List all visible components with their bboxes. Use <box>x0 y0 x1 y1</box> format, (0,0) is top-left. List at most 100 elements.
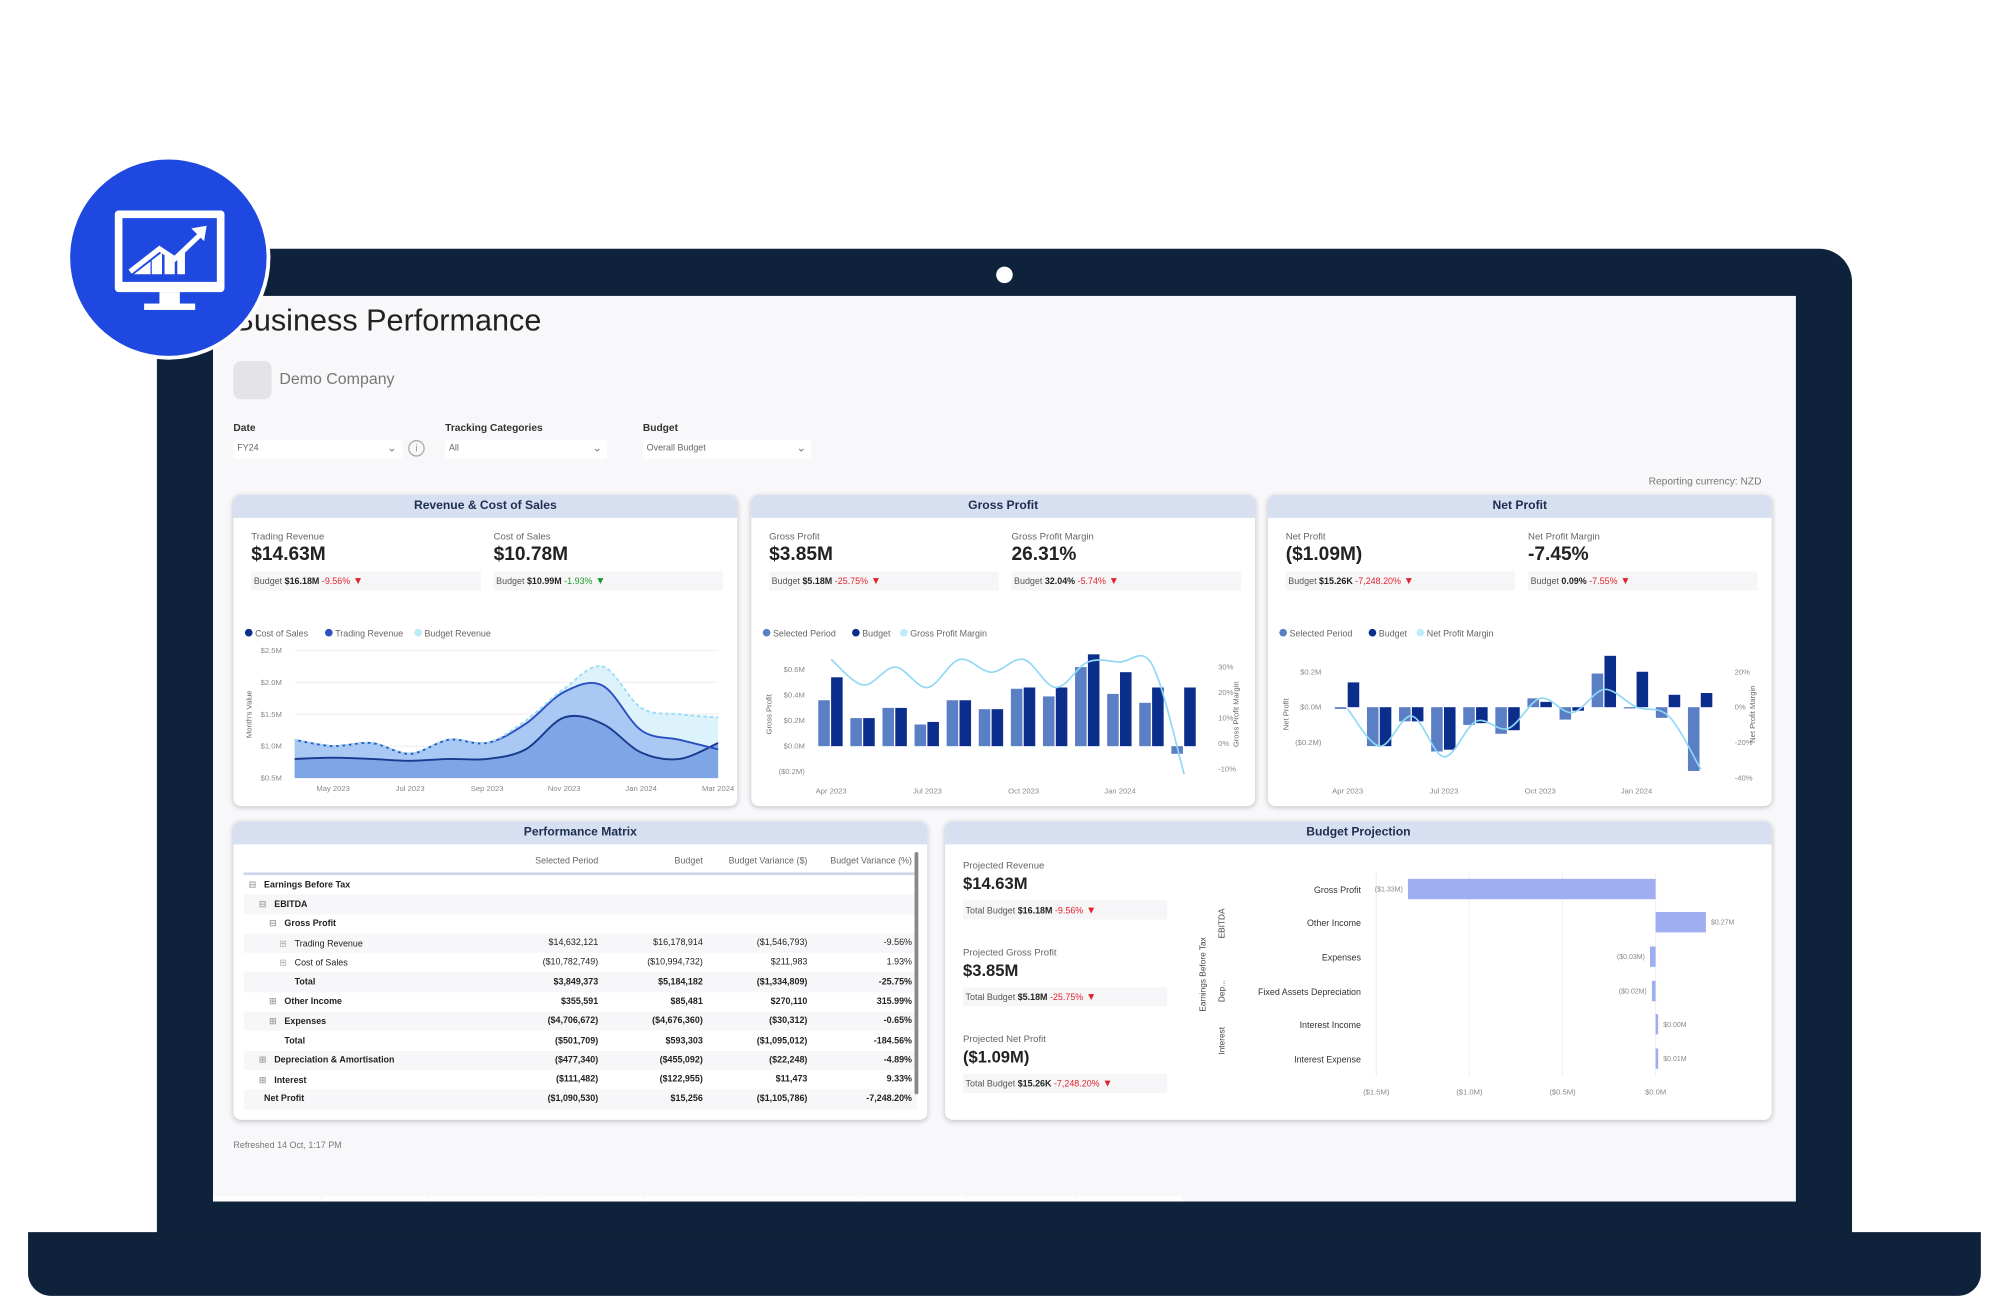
bar-budget <box>1023 687 1036 747</box>
x-tick-label: Apr 2023 <box>1332 786 1363 795</box>
expand-icon[interactable]: ⊞ <box>258 1056 267 1066</box>
collapse-icon[interactable]: ⊟ <box>269 919 277 929</box>
table-row[interactable]: Net Profit ($1,090,530) $15,256 ($1,105,786… <box>243 1089 918 1110</box>
kpi-block: Net Profit Margin -7.45% Budget 0.09% -7.5… <box>1528 531 1758 591</box>
table-row[interactable]: ⊟ Gross Profit <box>244 914 917 934</box>
column-header: Budget <box>674 856 703 866</box>
budget-value: $5.18M <box>802 577 833 587</box>
table-row[interactable]: ⊟ EBITDA <box>243 894 918 915</box>
page-tab[interactable] <box>968 1196 1075 1202</box>
expand-icon[interactable]: ⊞ <box>269 997 277 1007</box>
down-triangle-icon: ▼ <box>1083 904 1097 916</box>
kpi-budget-row: Budget $5.18M -25.75% ▼ <box>769 571 999 591</box>
y2-tick-label: 30% <box>1218 663 1233 672</box>
expand-icon[interactable]: ⊞ <box>279 939 287 949</box>
value-cell: $593,303 <box>665 1036 703 1046</box>
table-row[interactable]: Total ($501,709) $593,303 ($1,095,012) -184.… <box>244 1031 917 1051</box>
group-label: Interest <box>1216 1026 1226 1054</box>
expand-icon[interactable]: ⊞ <box>258 1076 267 1085</box>
table-row[interactable]: ⊞ Cost of Sales ($10,782,749) ($10,994,732)… <box>244 953 917 973</box>
table-row[interactable]: ⊞ Interest ($111,482) ($122,955) $11,473 9.33… <box>244 1070 917 1090</box>
legend-marker <box>762 628 771 637</box>
budget-label: Budget <box>253 577 283 587</box>
bar-selected-period <box>978 709 991 747</box>
value-cell: ($501,709) <box>555 1036 599 1046</box>
bar-budget <box>1540 701 1552 708</box>
kpi-label: Net Profit <box>1285 530 1326 543</box>
projection-bar <box>1407 878 1656 900</box>
table-row[interactable]: ⊞ Trading Revenue $14,632,121 $16,178,914 ($… <box>243 933 918 954</box>
kpi-block: Gross Profit $3.85M Budget $5.18M -25.75% … <box>769 531 999 591</box>
row-label-cell: ⊞ Interest <box>244 1075 499 1085</box>
date-dropdown[interactable]: FY24 ⌄ <box>233 440 402 460</box>
variance-value: -9.56% <box>1054 906 1084 916</box>
y-axis-title: Gross Profit <box>765 693 774 734</box>
value-cell: $15,256 <box>670 1094 703 1104</box>
page-tab[interactable] <box>644 1196 752 1202</box>
kpi-value: ($1.09M) <box>1285 543 1363 566</box>
legend-marker <box>1368 628 1377 637</box>
page-tab[interactable] <box>752 1196 859 1202</box>
line-budget-revenue <box>294 665 719 755</box>
bar-budget <box>1087 654 1100 747</box>
page-tab[interactable] <box>536 1196 644 1202</box>
kpi-label: Gross Profit <box>769 530 820 543</box>
page-tab[interactable] <box>213 1196 320 1202</box>
page-tab[interactable] <box>320 1196 428 1202</box>
budget-value: $15.26K <box>1319 577 1353 587</box>
row-label-cell: ⊟ Gross Profit <box>244 919 499 929</box>
kpi-budget-row: Budget $15.26K -7,248.20% ▼ <box>1285 571 1516 591</box>
category-label: Fixed Assets Depreciation <box>1258 987 1361 997</box>
table-row[interactable]: ⊞ Expenses ($4,706,672) ($4,676,360) ($30,31… <box>243 1011 918 1032</box>
legend-label: Budget Revenue <box>424 628 490 638</box>
down-triangle-icon: ▼ <box>1099 1077 1113 1090</box>
value-cell: $14,632,121 <box>548 938 599 948</box>
bar-selected-period <box>1366 707 1379 747</box>
table-row[interactable]: ⊞ Depreciation & Amortisation ($477,340) ($… <box>243 1050 918 1071</box>
projection-budget-row: Total Budget $5.18M -25.75% ▼ <box>963 987 1168 1007</box>
projection-budget-row: Total Budget $16.18M -9.56% ▼ <box>963 900 1168 920</box>
table-row[interactable]: Total $3,849,373 $5,184,182 ($1,334,809) -25… <box>243 972 918 993</box>
value-cell: ($4,676,360) <box>652 1016 703 1026</box>
legend-marker <box>852 628 860 637</box>
legend-marker <box>1416 628 1425 637</box>
table-row[interactable]: ⊟ Earnings Before Tax <box>244 875 917 895</box>
matrix-header-row: Selected Period Budget Budget Variance ($)… <box>243 849 918 875</box>
bar-budget <box>959 700 972 747</box>
y-tick-label: $0.2M <box>1300 667 1321 676</box>
value-cell: -4.89% <box>883 1055 912 1065</box>
expand-icon[interactable]: ⊞ <box>279 958 287 968</box>
x-tick-label: ($1.0M) <box>1456 1087 1483 1096</box>
page-tab[interactable] <box>1075 1196 1183 1202</box>
chevron-down-icon: ⌄ <box>796 441 807 455</box>
collapse-icon[interactable]: ⊟ <box>258 900 267 910</box>
projection-label: Projected Revenue <box>963 859 1045 872</box>
budget-value: 32.04% <box>1044 577 1076 587</box>
card-title: Net Profit <box>1267 494 1772 518</box>
bar-selected-period <box>914 724 927 747</box>
projection-budget-row: Total Budget $15.26K -7,248.20% ▼ <box>963 1073 1168 1094</box>
bar-selected-period <box>1334 707 1347 709</box>
row-label-cell: ⊟ EBITDA <box>244 899 499 909</box>
company-logo <box>233 360 272 400</box>
tracking-dropdown[interactable]: All ⌄ <box>445 440 608 460</box>
info-icon[interactable]: i <box>408 440 425 457</box>
down-triangle-icon: ▼ <box>1400 575 1414 587</box>
budget-label: Budget <box>1530 577 1559 587</box>
scrollbar[interactable] <box>914 852 919 1095</box>
category-label: Interest Income <box>1300 1020 1361 1030</box>
collapse-icon[interactable]: ⊟ <box>248 880 257 890</box>
budget-value: $5.18M <box>1017 993 1048 1003</box>
page-tab[interactable] <box>428 1196 536 1202</box>
page-tab[interactable] <box>860 1196 967 1202</box>
table-row[interactable]: ⊞ Other Income $355,591 $85,481 $270,110 315.… <box>244 992 917 1012</box>
budget-filter-label: Budget <box>642 422 679 434</box>
budget-dropdown[interactable]: Overall Budget ⌄ <box>642 440 812 460</box>
expand-icon[interactable]: ⊞ <box>269 1017 277 1027</box>
x-tick-label: Oct 2023 <box>1008 786 1039 795</box>
budget-label: Total Budget <box>965 993 1016 1003</box>
kpi-value: $10.78M <box>493 543 569 566</box>
projection-label: Projected Net Profit <box>963 1033 1046 1045</box>
projection-bar <box>1651 980 1656 1002</box>
